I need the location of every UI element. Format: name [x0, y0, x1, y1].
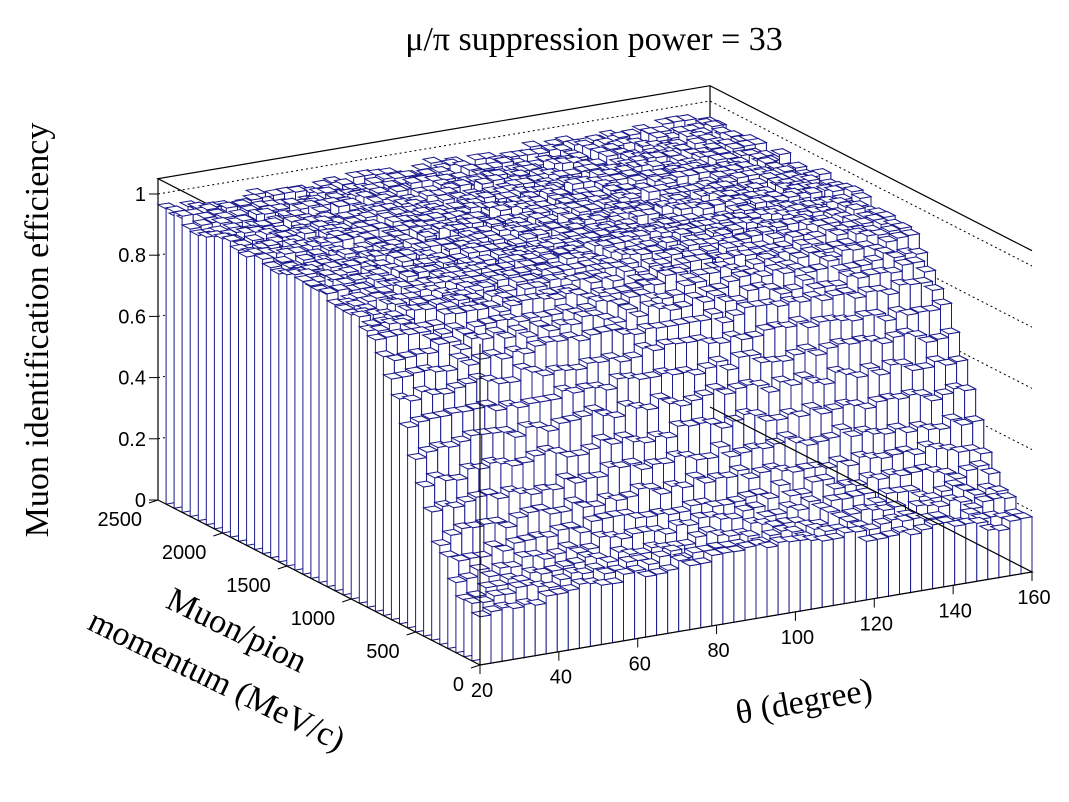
bar-top — [415, 168, 438, 176]
bar-top — [316, 186, 339, 194]
bar-top — [279, 197, 303, 205]
bar-top — [459, 163, 482, 171]
bar-top — [310, 205, 333, 213]
bar-top — [191, 218, 214, 226]
bar-top — [396, 170, 419, 178]
chart-title: μ/π suppression power = 33 — [405, 21, 783, 58]
bar-top — [374, 172, 397, 180]
bar-top — [486, 169, 509, 177]
bar-top — [241, 193, 264, 201]
bar-top — [180, 222, 203, 230]
bar-top — [213, 211, 236, 219]
bar-top — [354, 190, 377, 198]
bar-top — [650, 125, 673, 133]
bar-top — [363, 176, 386, 184]
bar-top — [249, 200, 273, 208]
bar-top — [227, 209, 250, 217]
bar-top — [432, 162, 455, 170]
bar-top — [492, 156, 515, 164]
gridline-z-5 — [157, 100, 1033, 267]
bar-top — [230, 199, 253, 207]
bar-top — [299, 199, 322, 207]
bar-top — [769, 148, 793, 156]
bar-top — [528, 147, 552, 155]
bar-top — [517, 148, 540, 156]
bar-top — [387, 185, 410, 193]
bar-top — [285, 185, 309, 193]
bar-top — [434, 173, 457, 181]
bar-top — [525, 159, 549, 167]
bar-top — [542, 138, 566, 146]
bar-top — [484, 161, 507, 169]
bar-top — [244, 187, 267, 196]
bar-top — [274, 186, 298, 194]
bar-top — [210, 216, 233, 225]
bar-top — [647, 131, 670, 139]
bar-top — [702, 120, 725, 128]
bar-top — [609, 131, 632, 139]
bar-top — [508, 169, 531, 177]
bar-top — [324, 192, 347, 200]
bar-top — [355, 169, 378, 177]
bar-top — [550, 144, 574, 152]
bar-top — [268, 203, 292, 211]
bars-group — [156, 113, 1034, 666]
bar-top — [197, 203, 220, 211]
bar-top — [216, 201, 239, 209]
bar-top — [675, 114, 698, 122]
bar-top — [421, 156, 444, 164]
bar-top — [254, 207, 278, 215]
bar-top — [520, 140, 543, 148]
bar-top — [691, 127, 714, 135]
bar-top — [232, 214, 256, 222]
bar-top — [620, 128, 643, 136]
bar-top — [600, 142, 623, 151]
bar-top — [341, 182, 364, 190]
bar-top — [566, 151, 590, 159]
